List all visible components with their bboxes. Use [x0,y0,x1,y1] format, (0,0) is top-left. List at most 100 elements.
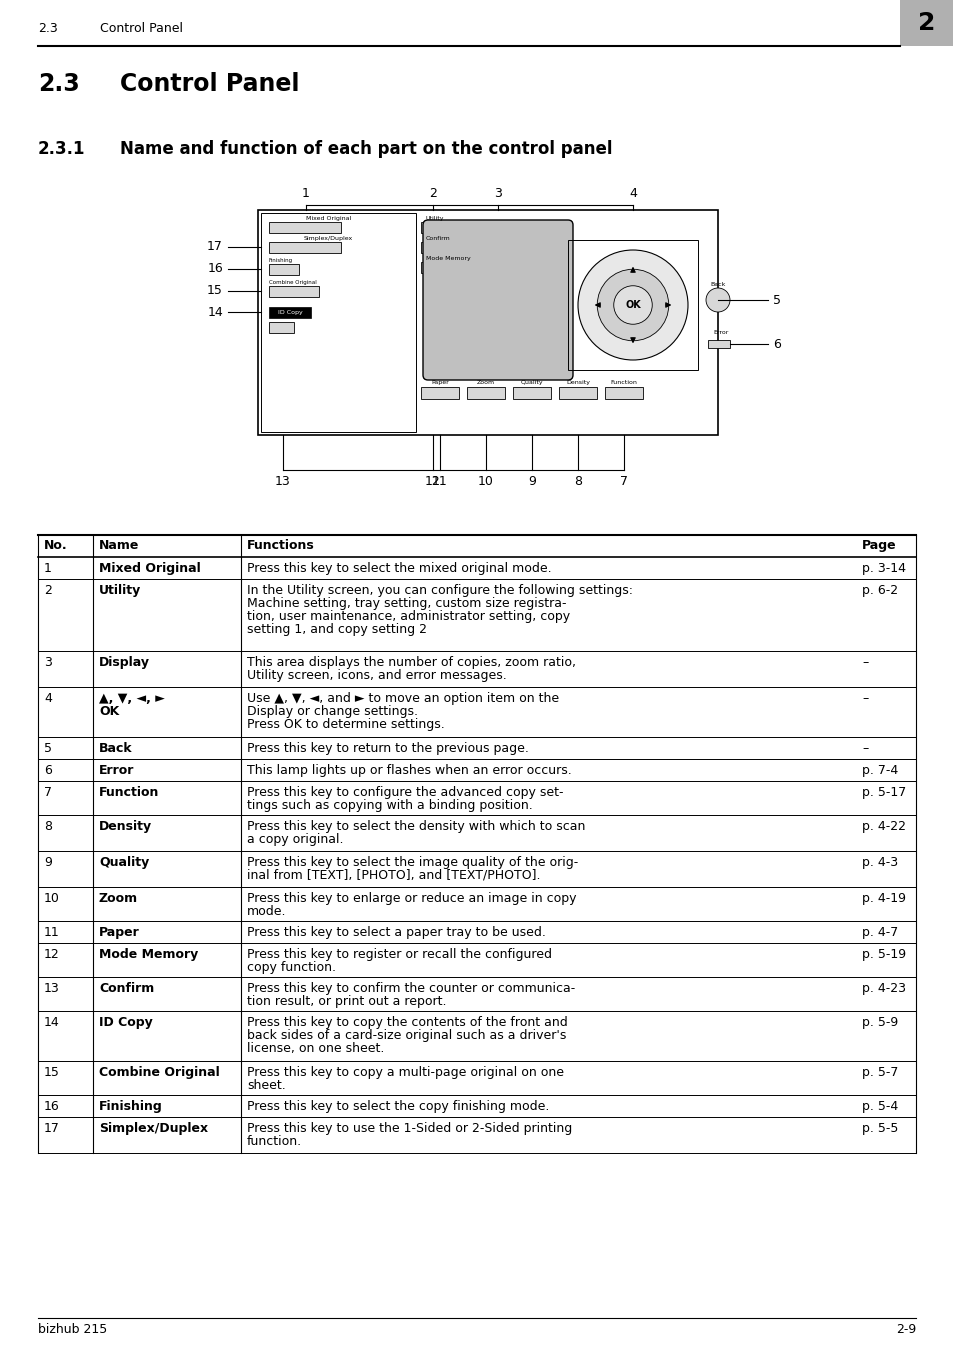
Circle shape [597,269,668,340]
Text: tion result, or print out a report.: tion result, or print out a report. [247,994,446,1008]
Text: p. 4-3: p. 4-3 [862,857,897,869]
Bar [899,0,953,46]
Text: 15: 15 [44,1066,60,1079]
Text: mode.: mode. [247,905,286,917]
Bar [707,340,729,349]
Text: 6: 6 [772,338,781,350]
Text: 3: 3 [494,186,501,200]
Text: p. 4-22: p. 4-22 [862,820,905,834]
Text: Mode Memory: Mode Memory [99,948,198,961]
Text: Machine setting, tray setting, custom size registra-: Machine setting, tray setting, custom si… [247,597,566,611]
Text: p. 5-17: p. 5-17 [862,786,905,798]
Text: 8: 8 [574,476,581,488]
Text: 2.3: 2.3 [38,22,58,35]
Text: –: – [862,657,867,669]
Text: back sides of a card-size original such as a driver's: back sides of a card-size original such … [247,1029,566,1042]
Text: 16: 16 [44,1100,60,1113]
Text: 2-9: 2-9 [895,1323,915,1336]
Text: Finishing: Finishing [99,1100,163,1113]
Text: Press this key to select the density with which to scan: Press this key to select the density wit… [247,820,585,834]
Text: Press OK to determine settings.: Press OK to determine settings. [247,717,444,731]
Bar [269,263,298,276]
Text: 10: 10 [44,892,60,905]
Bar [257,209,718,435]
Text: 12: 12 [425,476,440,488]
Bar [513,386,551,399]
Text: Mixed Original: Mixed Original [99,562,200,576]
Text: Functions: Functions [247,539,314,553]
Text: ID Copy: ID Copy [99,1016,152,1029]
Text: 14: 14 [207,305,223,319]
Text: 7: 7 [44,786,52,798]
Text: p. 4-7: p. 4-7 [862,925,898,939]
Bar [261,213,416,432]
Text: Back: Back [99,742,132,755]
Text: ID Copy: ID Copy [277,309,302,315]
Text: Press this key to copy a multi-page original on one: Press this key to copy a multi-page orig… [247,1066,563,1079]
Text: 15: 15 [207,285,223,297]
Text: 4: 4 [628,186,637,200]
Text: Quality: Quality [520,380,543,385]
Text: Error: Error [712,330,727,335]
Text: Control Panel: Control Panel [100,22,183,35]
Text: Error: Error [99,765,134,777]
Text: license, on one sheet.: license, on one sheet. [247,1042,384,1055]
Text: Press this key to select the mixed original mode.: Press this key to select the mixed origi… [247,562,551,576]
Text: 2.3.1: 2.3.1 [38,141,86,158]
Text: Use ▲, ▼, ◄, and ► to move an option item on the: Use ▲, ▼, ◄, and ► to move an option ite… [247,692,558,705]
Text: p. 5-19: p. 5-19 [862,948,905,961]
Text: OK: OK [624,300,640,309]
Text: No.: No. [44,539,68,553]
Text: 1: 1 [302,186,310,200]
Text: 9: 9 [44,857,51,869]
Text: bizhub 215: bizhub 215 [38,1323,107,1336]
Bar [269,242,340,253]
Text: Press this key to select a paper tray to be used.: Press this key to select a paper tray to… [247,925,545,939]
Text: In the Utility screen, you can configure the following settings:: In the Utility screen, you can configure… [247,584,633,597]
Text: 3: 3 [44,657,51,669]
Text: Density: Density [565,380,589,385]
Text: 5: 5 [44,742,52,755]
Text: OK: OK [99,705,119,717]
Text: Paper: Paper [431,380,449,385]
Circle shape [578,250,687,359]
Text: p. 5-9: p. 5-9 [862,1016,898,1029]
Text: p. 6-2: p. 6-2 [862,584,897,597]
Text: 5: 5 [772,293,781,307]
Text: 2.3: 2.3 [38,72,80,96]
Bar [420,386,458,399]
Text: 2: 2 [918,11,935,35]
Bar [567,240,698,370]
Text: 11: 11 [432,476,447,488]
Text: 7: 7 [619,476,627,488]
Text: Confirm: Confirm [99,982,154,994]
Text: Mixed Original: Mixed Original [306,216,351,222]
Text: Zoom: Zoom [99,892,138,905]
Bar [420,222,446,232]
Text: Simplex/Duplex: Simplex/Duplex [99,1121,208,1135]
Text: 9: 9 [528,476,536,488]
Text: 14: 14 [44,1016,60,1029]
Text: Confirm: Confirm [426,236,450,240]
Text: copy function.: copy function. [247,961,335,974]
Text: Press this key to register or recall the configured: Press this key to register or recall the… [247,948,552,961]
Bar [269,307,311,317]
Text: Utility: Utility [99,584,141,597]
Text: 2: 2 [429,186,436,200]
Text: –: – [862,692,867,705]
Text: This lamp lights up or flashes when an error occurs.: This lamp lights up or flashes when an e… [247,765,571,777]
Text: Utility: Utility [426,216,444,222]
Bar [420,242,446,253]
Text: Press this key to return to the previous page.: Press this key to return to the previous… [247,742,528,755]
Text: This area displays the number of copies, zoom ratio,: This area displays the number of copies,… [247,657,576,669]
Text: 10: 10 [477,476,494,488]
Circle shape [705,288,729,312]
Text: 11: 11 [44,925,60,939]
Text: 8: 8 [44,820,52,834]
Text: p. 3-14: p. 3-14 [862,562,905,576]
Text: Quality: Quality [99,857,149,869]
Text: Press this key to copy the contents of the front and: Press this key to copy the contents of t… [247,1016,567,1029]
Bar [558,386,597,399]
Text: sheet.: sheet. [247,1079,286,1092]
Bar [420,262,446,273]
